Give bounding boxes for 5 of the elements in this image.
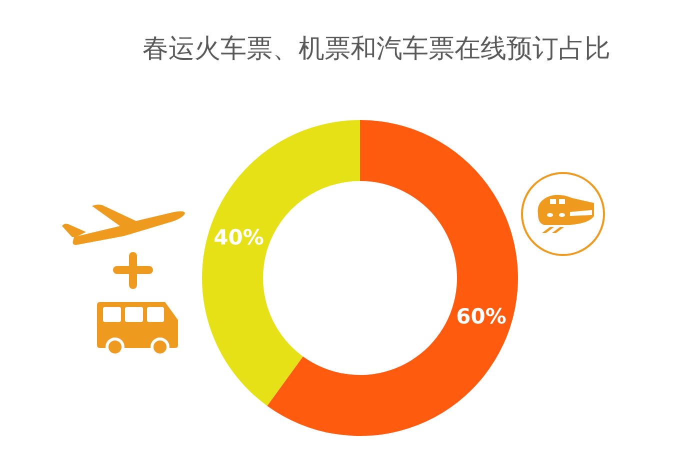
data-label: 40% — [214, 226, 264, 250]
donut-slice — [202, 120, 360, 406]
data-label: 60% — [456, 304, 506, 328]
chart-title: 春运火车票、机票和汽车票在线预订占比 — [142, 34, 610, 64]
donut-slice — [267, 120, 518, 436]
